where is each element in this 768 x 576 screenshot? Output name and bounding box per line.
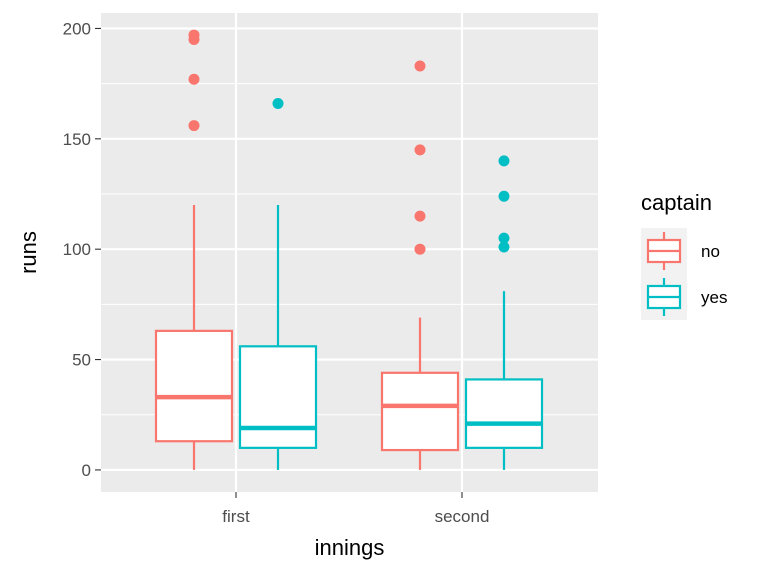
outlier-point	[498, 190, 510, 202]
y-tick-label: 200	[63, 19, 91, 38]
outlier-point	[414, 144, 426, 156]
outlier-point	[188, 120, 200, 132]
outlier-point	[414, 60, 426, 72]
x-tick-label: first	[222, 507, 250, 526]
major-gridlines	[101, 13, 598, 492]
legend: captain no yes	[641, 190, 727, 320]
outlier-point	[414, 210, 426, 222]
outlier-point	[188, 29, 200, 41]
legend-label: yes	[701, 288, 727, 307]
box-no-second	[380, 60, 460, 470]
y-tick-label: 150	[63, 130, 91, 149]
y-tick-label: 100	[63, 240, 91, 259]
box-yes-first	[238, 98, 318, 470]
outlier-point	[272, 98, 284, 110]
y-tick-label: 50	[72, 351, 91, 370]
legend-title: captain	[641, 190, 712, 215]
y-tick-label: 0	[82, 461, 91, 480]
outlier-point	[188, 73, 200, 85]
legend-item-no: no	[641, 228, 720, 274]
outlier-point	[498, 155, 510, 167]
box-iqr	[154, 329, 234, 443]
box-yes-second	[464, 155, 544, 470]
box-series	[154, 29, 544, 470]
y-axis-title: runs	[16, 231, 41, 274]
x-axis-title: innings	[315, 535, 385, 560]
box-iqr	[238, 345, 318, 449]
legend-label: no	[701, 242, 720, 261]
box-iqr	[380, 371, 460, 452]
legend-item-yes: yes	[641, 274, 727, 320]
x-tick-label: second	[435, 507, 490, 526]
box-iqr	[464, 378, 544, 449]
box-no-first	[154, 29, 234, 470]
outlier-point	[498, 241, 510, 253]
outlier-point	[498, 232, 510, 244]
outlier-point	[414, 243, 426, 255]
y-axis: 0 50 100 150 200	[63, 19, 101, 480]
x-axis: first second	[222, 492, 489, 526]
